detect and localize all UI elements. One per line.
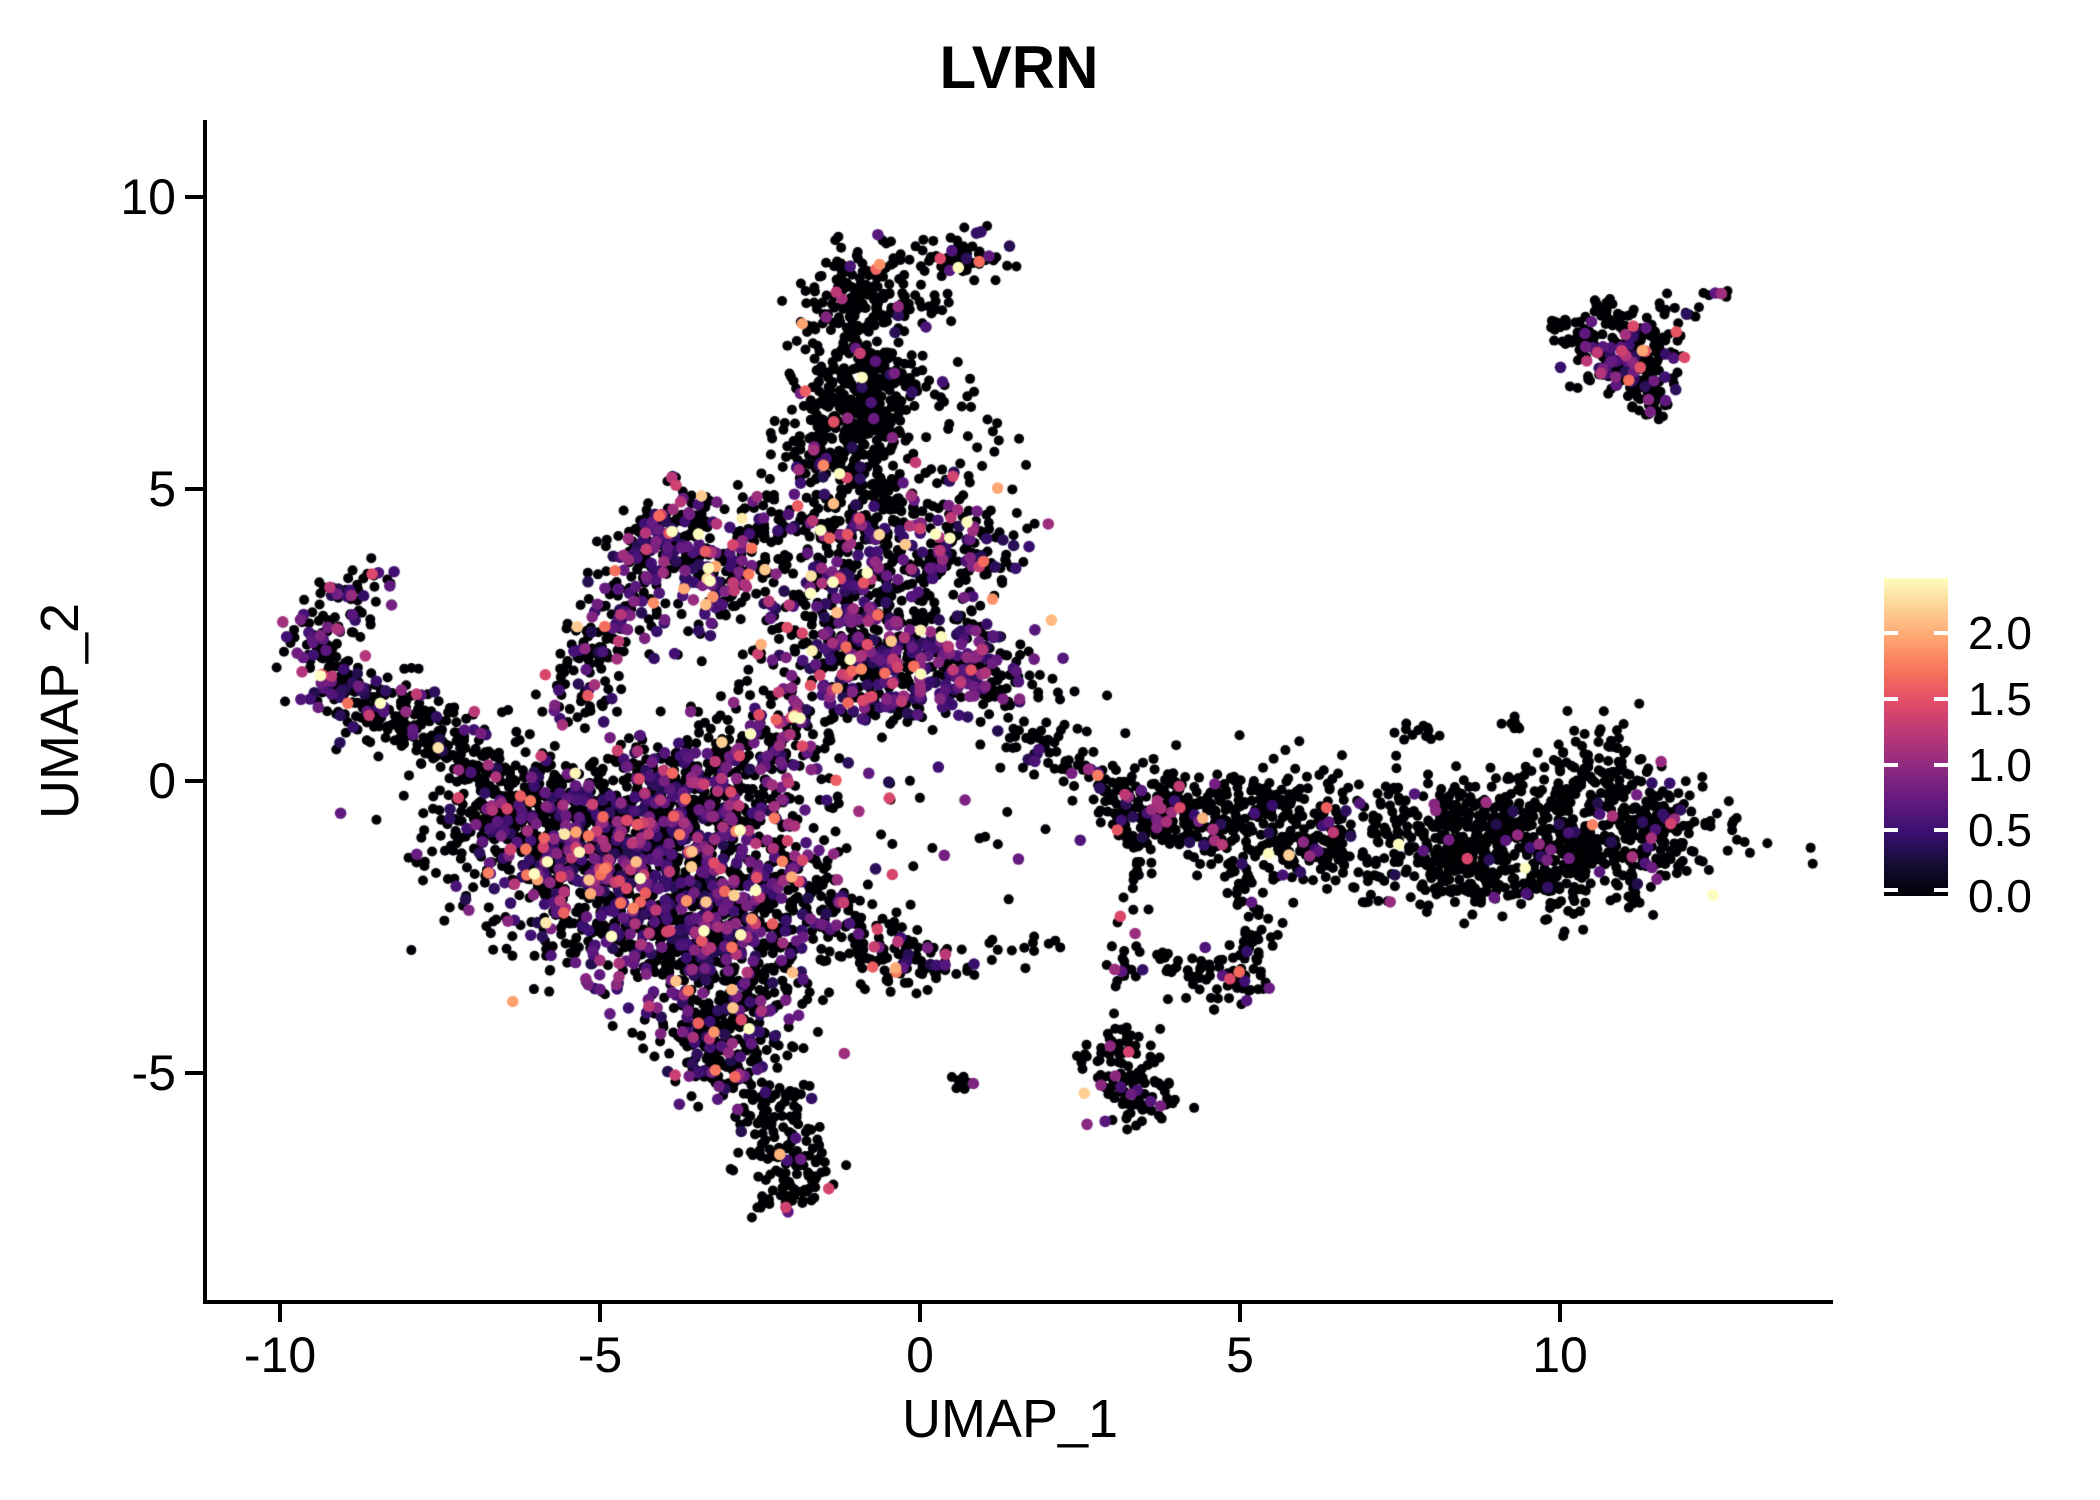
y-tick-mark	[185, 1071, 203, 1075]
colorbar	[1884, 578, 1948, 896]
colorbar-tick-mark	[1884, 828, 1948, 833]
y-tick-mark	[185, 487, 203, 491]
colorbar-tick-mark	[1884, 888, 1948, 892]
x-axis-line	[203, 1300, 1833, 1304]
colorbar-tick-label: 0.0	[1968, 870, 2032, 922]
y-tick-label: 10	[120, 169, 176, 225]
y-tick-mark	[185, 779, 203, 783]
x-tick-label: 0	[906, 1327, 934, 1383]
plot-title: LVRN	[939, 34, 1099, 101]
x-tick-label: -10	[243, 1327, 317, 1383]
y-tick-label: 0	[148, 753, 176, 809]
y-axis-line	[203, 120, 207, 1304]
colorbar-tick-mark	[1884, 762, 1948, 767]
colorbar-tick-mark	[1884, 631, 1948, 636]
colorbar-tick-label: 0.5	[1968, 804, 2032, 857]
colorbar-gradient	[1884, 578, 1948, 896]
y-axis-title: UMAP_2	[30, 602, 90, 820]
x-tick-label: -5	[577, 1327, 623, 1383]
x-tick-mark	[278, 1304, 282, 1322]
x-tick-label: 10	[1532, 1327, 1588, 1383]
x-axis-title: UMAP_1	[901, 1389, 1119, 1449]
y-tick-mark	[185, 195, 203, 199]
x-tick-mark	[598, 1304, 602, 1322]
colorbar-tick-mark	[1884, 696, 1948, 701]
y-tick-label: -5	[131, 1045, 176, 1101]
colorbar-tick-label: 1.0	[1968, 738, 2032, 791]
colorbar-tick-label: 2.0	[1968, 607, 2032, 660]
y-tick-label: 5	[148, 461, 176, 517]
colorbar-tick-label: 1.5	[1968, 672, 2032, 725]
x-tick-label: 5	[1226, 1327, 1254, 1383]
x-tick-mark	[918, 1304, 922, 1322]
x-tick-mark	[1558, 1304, 1562, 1322]
x-tick-mark	[1238, 1304, 1242, 1322]
